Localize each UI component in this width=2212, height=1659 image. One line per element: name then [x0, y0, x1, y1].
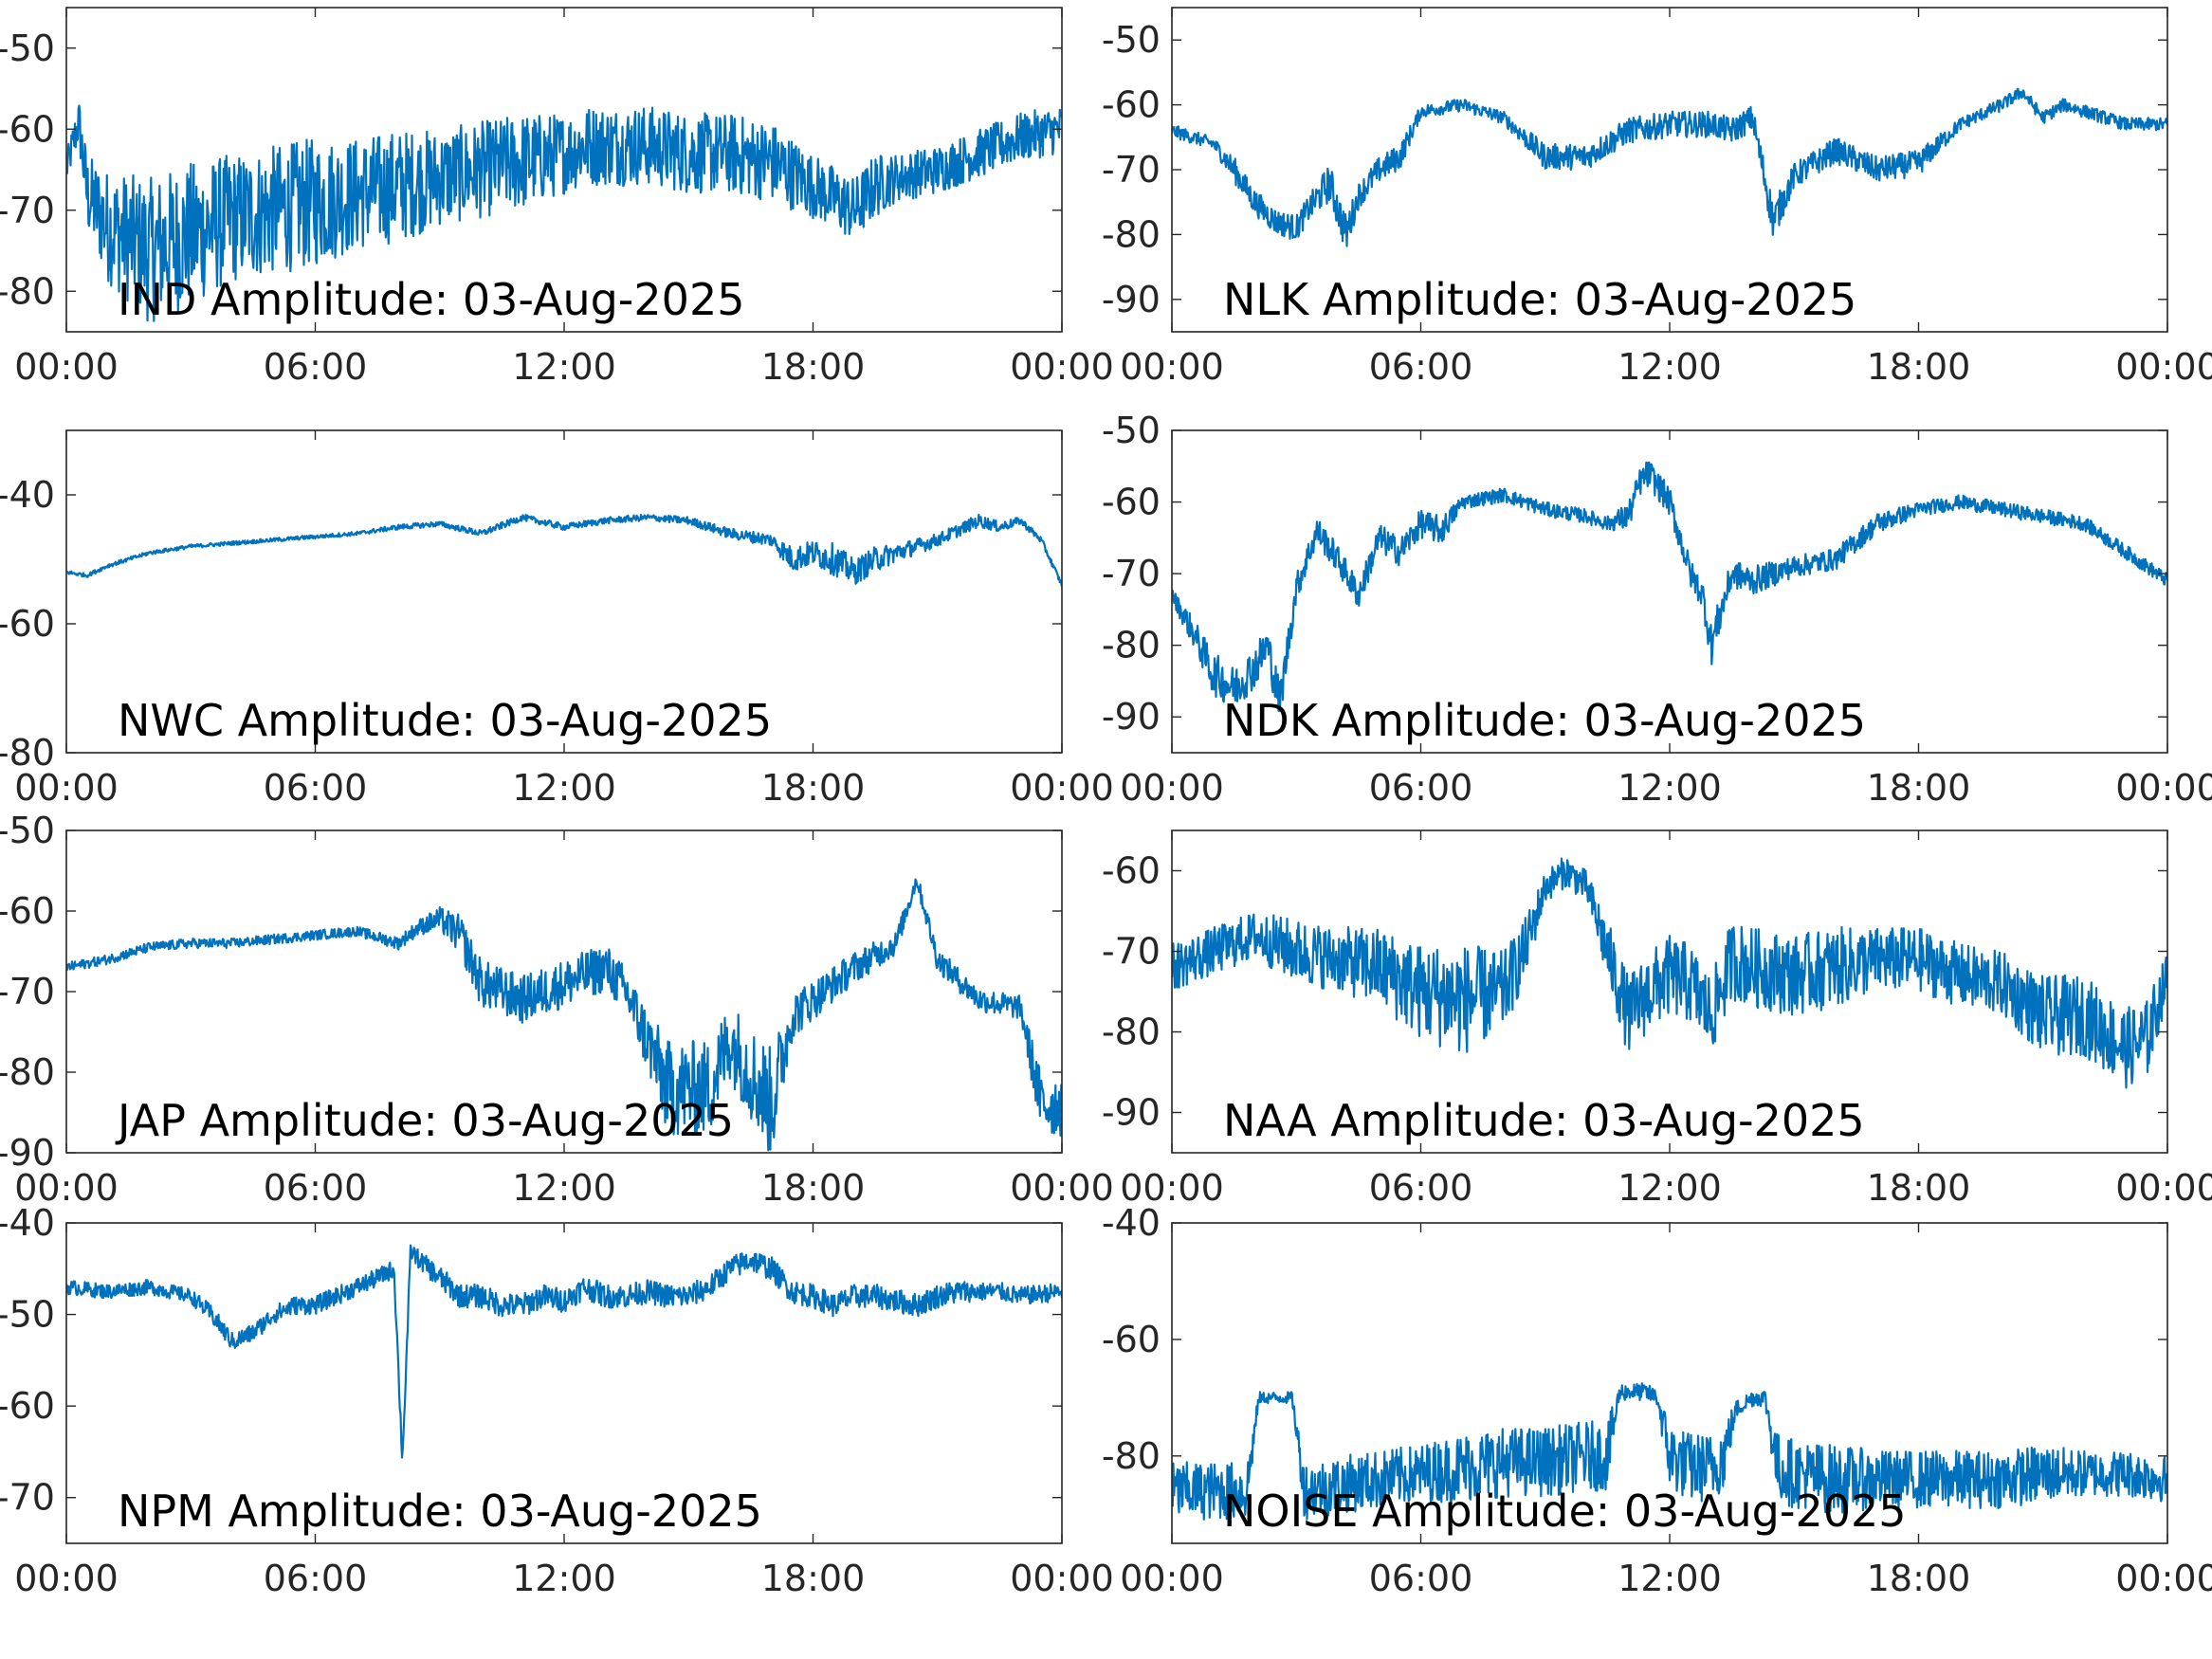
x-tick-label: 18:00 [761, 1167, 866, 1209]
y-tick-label: -50 [0, 1294, 55, 1336]
panel-title: NLK Amplitude: 03-Aug-2025 [1223, 274, 1856, 325]
chart-panel-7: 00:00 06:00 12:00 18:00 00:00 -40 -50 -60 -70 NPM… [0, 1202, 1114, 1599]
y-tick-label: -50 [1102, 19, 1161, 61]
x-tick-label: 18:00 [761, 1558, 866, 1599]
x-tick-label: 00:00 [1010, 1558, 1114, 1599]
x-tick-label: 12:00 [512, 1558, 616, 1599]
x-tick-label: 00:00 [2115, 1167, 2212, 1209]
x-tick-label: 00:00 [2115, 767, 2212, 809]
series-line [1172, 1382, 2167, 1521]
x-tick-label: 00:00 [2115, 1558, 2212, 1599]
x-tick-label: 18:00 [1867, 346, 1971, 388]
y-tick-label: -80 [0, 732, 55, 774]
y-tick-label: -70 [1102, 149, 1161, 191]
x-tick-label: 06:00 [1369, 1167, 1473, 1209]
y-tick-label: -90 [0, 1132, 55, 1174]
series-line [1172, 461, 2167, 712]
panel-title: IND Amplitude: 03-Aug-2025 [118, 274, 744, 325]
x-tick-label: 00:00 [14, 1167, 119, 1209]
x-tick-label: 06:00 [264, 346, 368, 388]
chart-panel-2: 00:00 06:00 12:00 18:00 00:00 -50 -60 -70 -80 -90… [1102, 7, 2212, 388]
y-tick-label: -40 [1102, 1202, 1161, 1244]
series-line [66, 878, 1062, 1152]
panel-title: NWC Amplitude: 03-Aug-2025 [118, 695, 772, 746]
y-tick-label: -70 [1102, 931, 1161, 973]
x-tick-label: 06:00 [1369, 767, 1473, 809]
y-tick-label: -60 [0, 603, 55, 645]
x-tick-label: 18:00 [761, 767, 866, 809]
series-line [66, 104, 1062, 322]
y-tick-label: -70 [1102, 553, 1161, 594]
x-tick-label: 18:00 [761, 346, 866, 388]
y-tick-label: -90 [1102, 1092, 1161, 1134]
x-tick-label: 12:00 [512, 767, 616, 809]
x-tick-label: 18:00 [1867, 767, 1971, 809]
chart-panel-6: 00:00 06:00 12:00 18:00 00:00 -60 -70 -80 -90 NAA… [1102, 830, 2212, 1209]
panel-title: NPM Amplitude: 03-Aug-2025 [118, 1486, 762, 1537]
x-tick-label: 06:00 [1369, 346, 1473, 388]
x-tick-label: 12:00 [1618, 767, 1722, 809]
x-tick-label: 00:00 [1010, 767, 1114, 809]
y-tick-label: -40 [0, 1202, 55, 1244]
x-tick-label: 06:00 [264, 1558, 368, 1599]
y-tick-label: -60 [1102, 482, 1161, 523]
panel-title: JAP Amplitude: 03-Aug-2025 [115, 1095, 734, 1146]
x-tick-label: 18:00 [1867, 1167, 1971, 1209]
panel-title: NOISE Amplitude: 03-Aug-2025 [1223, 1486, 1907, 1537]
y-tick-label: -70 [0, 190, 55, 231]
x-tick-label: 00:00 [1120, 346, 1224, 388]
x-tick-label: 06:00 [264, 767, 368, 809]
y-tick-label: -90 [1102, 279, 1161, 320]
x-tick-label: 00:00 [14, 346, 119, 388]
chart-panel-8: 00:00 06:00 12:00 18:00 00:00 -40 -60 -80 NOISE … [1102, 1202, 2212, 1599]
series-line [1172, 857, 2167, 1089]
x-tick-label: 00:00 [1120, 1167, 1224, 1209]
panel-title: NAA Amplitude: 03-Aug-2025 [1223, 1095, 1865, 1146]
y-tick-label: -90 [1102, 696, 1161, 738]
y-tick-label: -80 [1102, 1012, 1161, 1053]
y-tick-label: -70 [0, 971, 55, 1012]
chart-panel-5: 00:00 06:00 12:00 18:00 00:00 -50 -60 -70 -80 -90… [0, 810, 1114, 1209]
panel-title: NDK Amplitude: 03-Aug-2025 [1223, 695, 1866, 746]
y-tick-label: -80 [0, 1051, 55, 1093]
y-tick-label: -70 [0, 1477, 55, 1519]
y-tick-label: -50 [0, 810, 55, 851]
y-tick-label: -80 [1102, 213, 1161, 255]
x-tick-label: 00:00 [14, 1558, 119, 1599]
y-tick-label: -60 [1102, 850, 1161, 892]
x-tick-label: 00:00 [1120, 1558, 1224, 1599]
x-tick-label: 12:00 [1618, 1167, 1722, 1209]
series-line [1172, 87, 2167, 247]
x-tick-label: 00:00 [14, 767, 119, 809]
x-tick-label: 06:00 [1369, 1558, 1473, 1599]
x-tick-label: 18:00 [1867, 1558, 1971, 1599]
chart-panel-3: 00:00 06:00 12:00 18:00 00:00 -40 -60 -80 NWC Am… [0, 429, 1114, 809]
y-tick-label: -50 [0, 27, 55, 69]
x-tick-label: 12:00 [1618, 1558, 1722, 1599]
x-tick-label: 00:00 [2115, 346, 2212, 388]
chart-panel-4: 00:00 06:00 12:00 18:00 00:00 -50 -60 -70 -80 -90… [1102, 410, 2212, 809]
y-tick-label: -60 [0, 1385, 55, 1427]
x-tick-label: 12:00 [512, 346, 616, 388]
chart-panel-1: 00:00 06:00 12:00 18:00 00:00 -50 -60 -70 -80 IND… [0, 7, 1114, 388]
x-tick-label: 06:00 [264, 1167, 368, 1209]
y-tick-label: -60 [1102, 1319, 1161, 1360]
y-tick-label: -80 [0, 270, 55, 312]
series-line [66, 513, 1062, 588]
x-tick-label: 00:00 [1010, 346, 1114, 388]
y-tick-label: -80 [1102, 1435, 1161, 1477]
x-tick-label: 12:00 [512, 1167, 616, 1209]
x-tick-label: 00:00 [1120, 767, 1224, 809]
y-tick-label: -80 [1102, 625, 1161, 666]
x-tick-label: 00:00 [1010, 1167, 1114, 1209]
y-tick-label: -60 [1102, 84, 1161, 126]
y-tick-label: -60 [0, 890, 55, 932]
series-line [66, 1244, 1062, 1459]
y-tick-label: -60 [0, 108, 55, 150]
y-tick-label: -50 [1102, 410, 1161, 451]
x-tick-label: 12:00 [1618, 346, 1722, 388]
y-tick-label: -40 [0, 474, 55, 516]
